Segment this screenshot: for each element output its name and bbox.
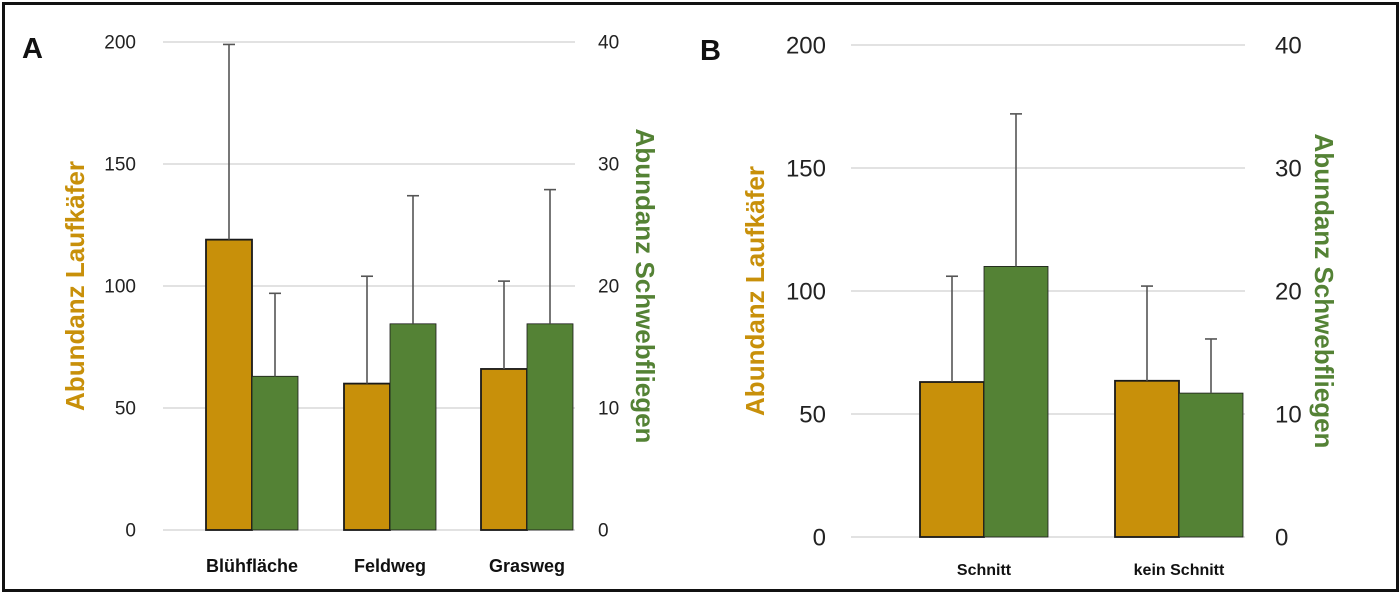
y-tick-label-right: 0 bbox=[1275, 524, 1288, 551]
y-tick-label-right: 40 bbox=[1275, 32, 1302, 59]
bar-laufkaefer bbox=[1114, 379, 1180, 538]
x-category-label: Grasweg bbox=[489, 556, 565, 576]
bar-schwebfliegen bbox=[1178, 392, 1244, 538]
y-tick-label-right: 0 bbox=[598, 521, 609, 542]
y-tick-label-left: 50 bbox=[115, 399, 136, 420]
panel-letter: B bbox=[700, 35, 721, 67]
y-tick-label-right: 40 bbox=[598, 33, 619, 54]
x-category-label: kein Schnitt bbox=[1134, 562, 1225, 579]
y-tick-label-left: 150 bbox=[786, 155, 826, 182]
y-tick-label-right: 20 bbox=[1275, 278, 1302, 305]
bar-schwebfliegen bbox=[389, 323, 437, 531]
y-tick-label-left: 150 bbox=[104, 155, 136, 176]
y-tick-label-left: 200 bbox=[786, 32, 826, 59]
y-tick-label-left: 100 bbox=[786, 278, 826, 305]
y-tick-label-right: 30 bbox=[1275, 155, 1302, 182]
panel-a-chart: 0 0 50 10 100 20 150 30 200 40 A Abundanz Laufkäfer… bbox=[22, 33, 660, 576]
y-axis-title-left: Abundanz Laufkäfer bbox=[740, 166, 770, 416]
x-category-label: Blühfläche bbox=[206, 556, 298, 576]
bar-laufkaefer bbox=[919, 381, 985, 538]
bar-schwebfliegen bbox=[251, 375, 299, 531]
panel-b-chart: 0 0 50 10 100 20 150 30 200 40 B Abundanz Laufkäfer… bbox=[700, 32, 1339, 579]
bar-laufkaefer bbox=[205, 238, 253, 531]
x-category-label: Schnitt bbox=[957, 562, 1012, 579]
y-tick-label-left: 200 bbox=[104, 33, 136, 54]
y-tick-label-left: 0 bbox=[125, 521, 136, 542]
y-tick-label-left: 100 bbox=[104, 277, 136, 298]
panel-letter: A bbox=[22, 33, 43, 65]
y-axis-title-right: Abundanz Schwebfliegen bbox=[630, 129, 660, 444]
y-axis-title-left: Abundanz Laufkäfer bbox=[60, 161, 90, 411]
bar-laufkaefer bbox=[343, 382, 391, 531]
x-category-label: Feldweg bbox=[354, 556, 426, 576]
y-tick-label-left: 0 bbox=[813, 524, 826, 551]
y-tick-label-right: 30 bbox=[598, 155, 619, 176]
y-axis-title-right: Abundanz Schwebfliegen bbox=[1309, 134, 1339, 449]
y-tick-label-right: 10 bbox=[598, 399, 619, 420]
bar-schwebfliegen bbox=[983, 265, 1049, 538]
bar-schwebfliegen bbox=[526, 323, 574, 531]
bar-laufkaefer bbox=[480, 368, 528, 531]
y-tick-label-left: 50 bbox=[799, 401, 826, 428]
y-tick-label-right: 10 bbox=[1275, 401, 1302, 428]
y-tick-label-right: 20 bbox=[598, 277, 619, 298]
